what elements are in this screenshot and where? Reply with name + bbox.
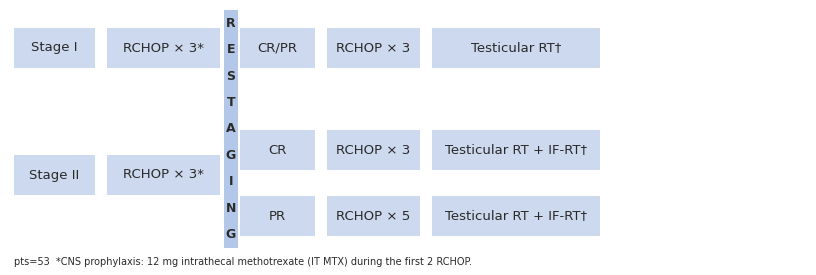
Text: N: N bbox=[226, 202, 236, 215]
FancyBboxPatch shape bbox=[107, 28, 220, 68]
FancyBboxPatch shape bbox=[14, 155, 95, 195]
Text: CR/PR: CR/PR bbox=[258, 42, 298, 54]
Text: G: G bbox=[226, 149, 236, 162]
Text: S: S bbox=[227, 70, 236, 82]
Text: R: R bbox=[226, 17, 236, 30]
Text: PR: PR bbox=[269, 210, 286, 222]
Text: E: E bbox=[227, 43, 235, 56]
FancyBboxPatch shape bbox=[432, 28, 600, 68]
Text: A: A bbox=[226, 122, 236, 136]
Text: RCHOP × 3*: RCHOP × 3* bbox=[123, 169, 204, 182]
Text: CR: CR bbox=[268, 144, 286, 156]
Text: I: I bbox=[228, 175, 233, 188]
Text: Testicular RT + IF-RT†: Testicular RT + IF-RT† bbox=[445, 210, 587, 222]
Text: G: G bbox=[226, 228, 236, 241]
Text: T: T bbox=[227, 96, 235, 109]
FancyBboxPatch shape bbox=[240, 28, 315, 68]
FancyBboxPatch shape bbox=[224, 10, 238, 248]
FancyBboxPatch shape bbox=[432, 196, 600, 236]
FancyBboxPatch shape bbox=[327, 130, 420, 170]
Text: pts=53  *CNS prophylaxis: 12 mg intrathecal methotrexate (IT MTX) during the fir: pts=53 *CNS prophylaxis: 12 mg intrathec… bbox=[14, 257, 472, 267]
Text: RCHOP × 3*: RCHOP × 3* bbox=[123, 42, 204, 54]
FancyBboxPatch shape bbox=[107, 155, 220, 195]
FancyBboxPatch shape bbox=[327, 28, 420, 68]
Text: Testicular RT + IF-RT†: Testicular RT + IF-RT† bbox=[445, 144, 587, 156]
Text: Stage I: Stage I bbox=[31, 42, 78, 54]
FancyBboxPatch shape bbox=[327, 196, 420, 236]
FancyBboxPatch shape bbox=[14, 28, 95, 68]
Text: Stage II: Stage II bbox=[29, 169, 80, 182]
FancyBboxPatch shape bbox=[240, 130, 315, 170]
Text: RCHOP × 5: RCHOP × 5 bbox=[336, 210, 410, 222]
Text: RCHOP × 3: RCHOP × 3 bbox=[336, 42, 410, 54]
Text: RCHOP × 3: RCHOP × 3 bbox=[336, 144, 410, 156]
FancyBboxPatch shape bbox=[240, 196, 315, 236]
FancyBboxPatch shape bbox=[432, 130, 600, 170]
Text: Testicular RT†: Testicular RT† bbox=[471, 42, 561, 54]
